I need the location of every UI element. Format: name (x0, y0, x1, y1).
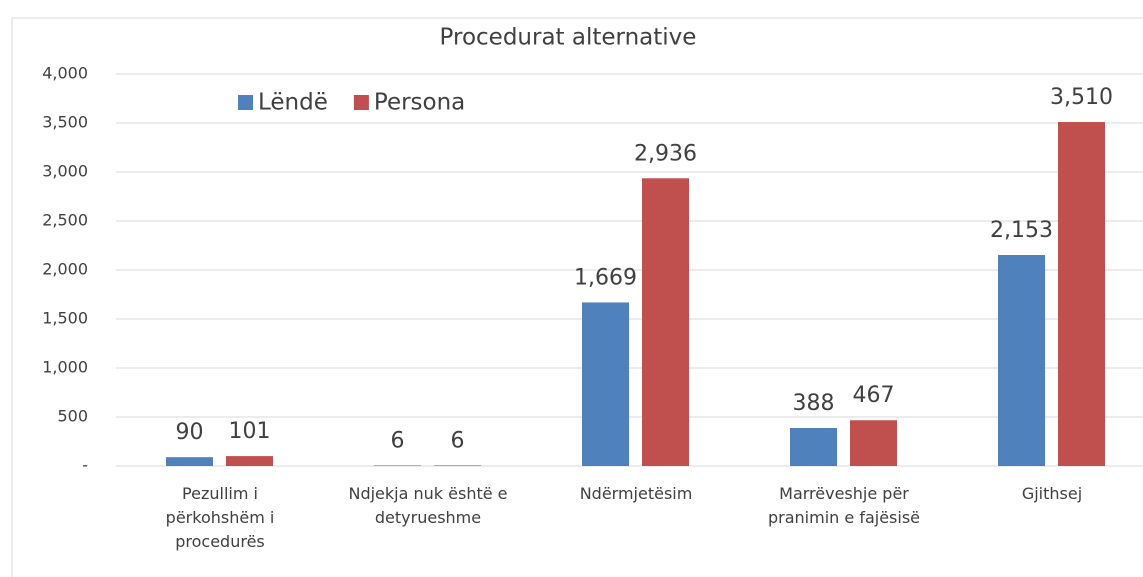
bar (642, 178, 689, 466)
x-tick-label: Ndërmjetësim (579, 484, 693, 503)
data-label: 90 (176, 420, 204, 445)
data-label: 467 (853, 383, 895, 408)
y-tick-label: - (82, 456, 88, 475)
legend-swatch (353, 95, 369, 110)
y-tick-label: 1,500 (42, 309, 88, 328)
bar (434, 465, 481, 466)
y-tick-label: 4,000 (42, 64, 88, 83)
bar (582, 302, 629, 466)
x-tick-label: Gjithsej (1021, 484, 1083, 503)
legend-label: Persona (374, 90, 465, 116)
chart-title: Procedurat alternative (440, 25, 697, 51)
data-label: 2,153 (990, 218, 1053, 243)
data-label: 6 (451, 428, 465, 453)
legend-swatch (238, 95, 253, 110)
bar (166, 457, 213, 466)
bar (1058, 122, 1105, 467)
chart-frame (11, 17, 1143, 577)
x-tick-label: Pezullim i përkohshëm i procedurës (165, 484, 275, 551)
y-tick-label: 3,000 (42, 162, 88, 181)
data-label: 1,669 (574, 265, 637, 290)
y-tick-label: 500 (57, 407, 88, 426)
bar (850, 420, 897, 466)
y-tick-label: 3,500 (42, 113, 88, 132)
bar (998, 255, 1045, 466)
data-label: 101 (229, 419, 271, 444)
data-label: 6 (391, 428, 405, 453)
bar (226, 456, 273, 466)
y-tick-label: 2,000 (42, 260, 88, 279)
x-tick-label: Marrëveshje për pranimin e fajësisë (768, 484, 920, 527)
bar (374, 465, 421, 466)
data-label: 2,936 (634, 141, 697, 166)
y-tick-label: 1,000 (42, 358, 88, 377)
legend-label: Lëndë (258, 90, 328, 116)
y-tick-label: 2,500 (42, 211, 88, 230)
bar (790, 427, 837, 466)
x-tick-label: Ndjekja nuk është e detyrueshme (348, 484, 508, 527)
data-label: 3,510 (1050, 85, 1113, 110)
data-label: 388 (793, 391, 835, 416)
